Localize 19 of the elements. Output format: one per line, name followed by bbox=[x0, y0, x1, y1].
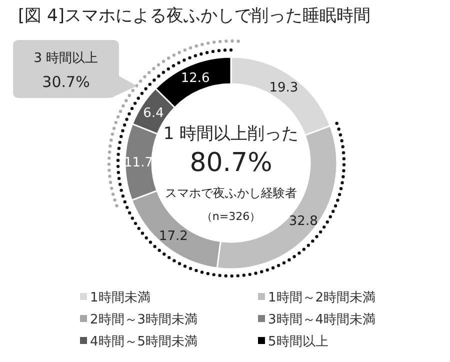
data-label: 12.6 bbox=[180, 71, 210, 86]
chart-title: [図 4]スマホによる夜ふかしで削った睡眠時間 bbox=[18, 6, 370, 26]
legend-label: 2時間～3時間未満 bbox=[90, 312, 198, 328]
legend-label: 1時間～2時間未満 bbox=[268, 290, 376, 306]
text: 80.7% bbox=[190, 148, 272, 178]
data-label: 11.7 bbox=[124, 156, 153, 171]
legend-label: 5時間以上 bbox=[268, 334, 328, 350]
text: 30.7% bbox=[42, 73, 90, 91]
text: （n=326） bbox=[201, 210, 261, 223]
text: 1 時間以上削った bbox=[163, 124, 299, 144]
data-label: 32.8 bbox=[288, 214, 318, 230]
data-label: 17.2 bbox=[158, 228, 188, 244]
text: スマホで夜ふかし経験者 bbox=[165, 186, 297, 200]
data-label: 6.4 bbox=[143, 106, 164, 122]
legend-label: 1時間未満 bbox=[90, 290, 150, 306]
text: 3 時間以上 bbox=[34, 51, 98, 66]
data-label: 19.3 bbox=[269, 80, 298, 96]
legend-label: 4時間～5時間未満 bbox=[90, 334, 198, 350]
legend-label: 3時間～4時間未満 bbox=[268, 312, 376, 328]
